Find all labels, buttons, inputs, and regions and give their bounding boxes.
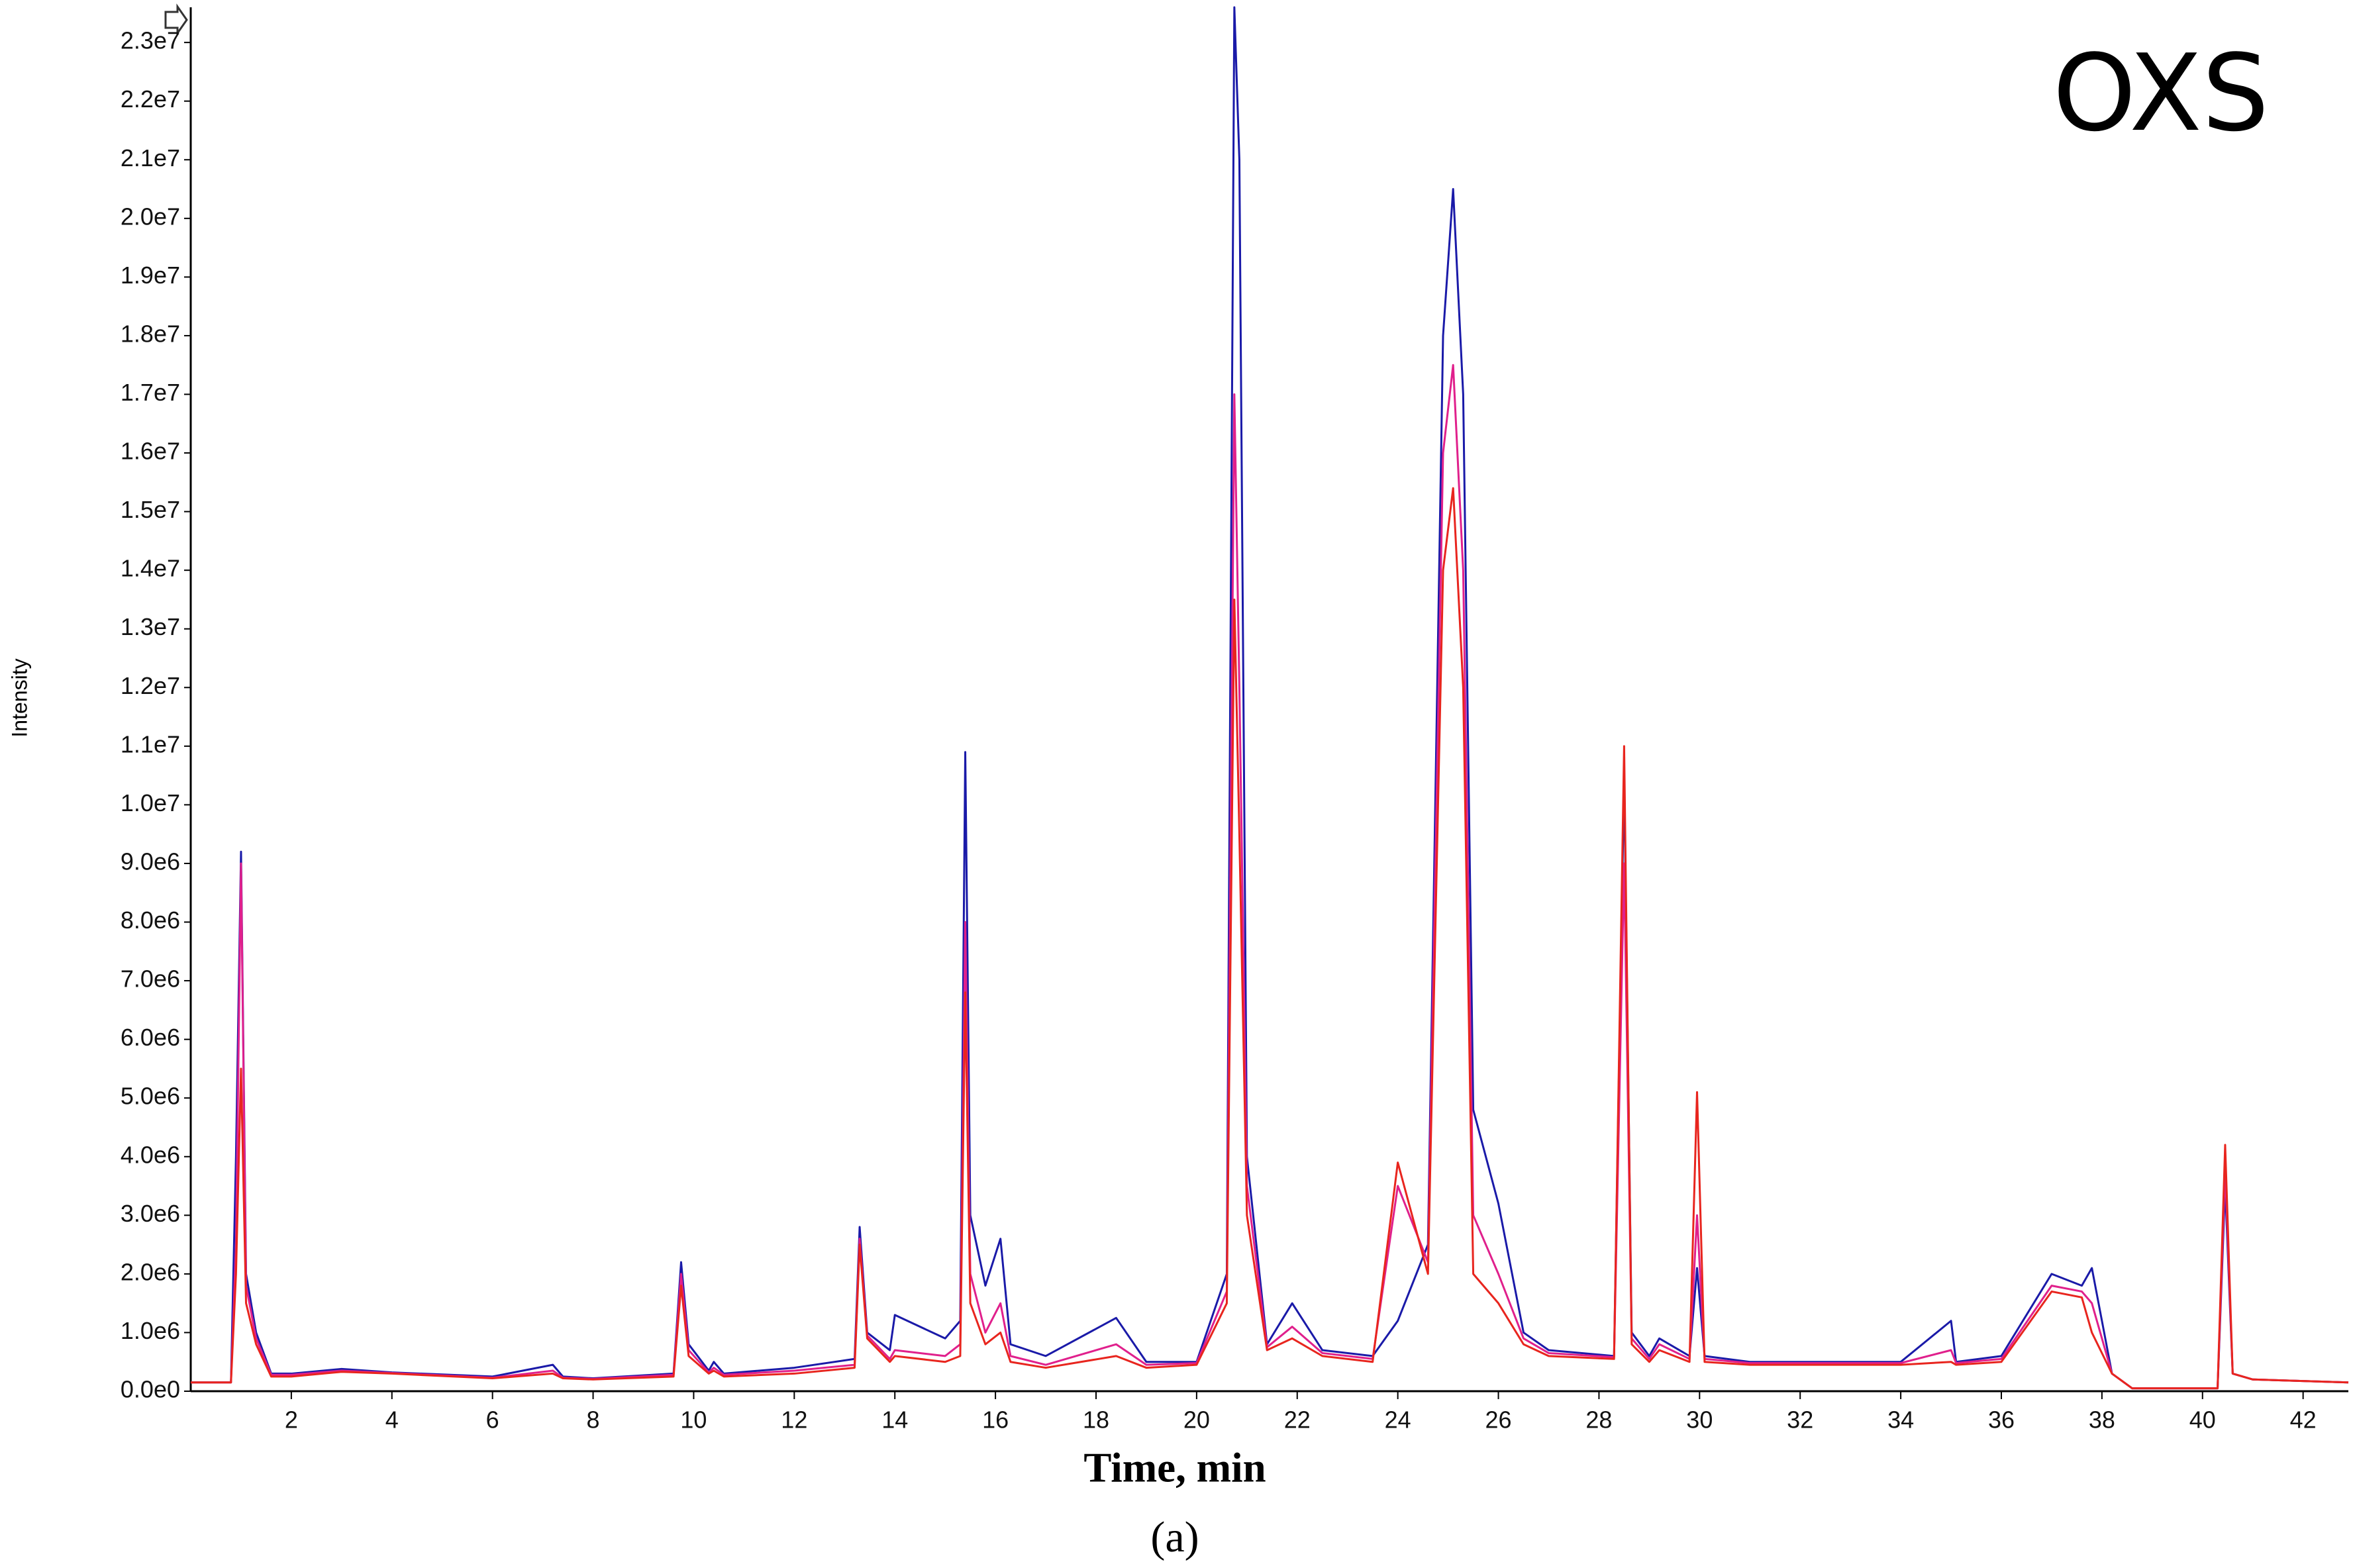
x-tick-label: 34 bbox=[1887, 1406, 1914, 1434]
x-tick-label: 2 bbox=[285, 1406, 298, 1434]
y-tick-label: 1.3e7 bbox=[121, 613, 180, 640]
y-tick-label: 2.1e7 bbox=[121, 144, 180, 172]
y-tick-label: 2.2e7 bbox=[121, 85, 180, 113]
x-tick-label: 10 bbox=[680, 1406, 707, 1434]
y-tick-label: 2.3e7 bbox=[121, 27, 180, 54]
x-tick-label: 40 bbox=[2189, 1406, 2216, 1434]
x-tick-label: 12 bbox=[781, 1406, 807, 1434]
x-tick-label: 22 bbox=[1284, 1406, 1311, 1434]
y-tick-label: 0.0e0 bbox=[121, 1376, 180, 1403]
y-tick-label: 1.2e7 bbox=[121, 672, 180, 699]
y-tick-label: 2.0e7 bbox=[121, 203, 180, 230]
y-tick-label: 5.0e6 bbox=[121, 1083, 180, 1110]
x-tick-label: 36 bbox=[1988, 1406, 2015, 1434]
y-tick-label: 1.4e7 bbox=[121, 555, 180, 582]
x-tick-label: 18 bbox=[1083, 1406, 1109, 1434]
y-tick-label: 1.0e6 bbox=[121, 1317, 180, 1344]
y-tick-label: 9.0e6 bbox=[121, 848, 180, 875]
x-tick-label: 8 bbox=[587, 1406, 600, 1434]
y-axis-label: Intensity bbox=[7, 658, 31, 737]
y-tick-label: 1.8e7 bbox=[121, 320, 180, 347]
x-tick-label: 28 bbox=[1585, 1406, 1612, 1434]
y-tick-label: 1.9e7 bbox=[121, 262, 180, 289]
y-tick-label: 7.0e6 bbox=[121, 965, 180, 993]
y-tick-label: 1.6e7 bbox=[121, 438, 180, 465]
y-tick-label: 1.1e7 bbox=[121, 730, 180, 758]
x-tick-label: 42 bbox=[2290, 1406, 2317, 1434]
y-tick-label: 3.0e6 bbox=[121, 1200, 180, 1227]
y-tick-label: 1.0e7 bbox=[121, 789, 180, 816]
x-tick-label: 20 bbox=[1183, 1406, 1210, 1434]
chart-title: OXS bbox=[2053, 31, 2270, 155]
x-tick-label: 26 bbox=[1485, 1406, 1512, 1434]
x-tick-label: 4 bbox=[385, 1406, 399, 1434]
cursor-icon bbox=[164, 3, 188, 36]
y-tick-label: 6.0e6 bbox=[121, 1024, 180, 1051]
x-tick-label: 24 bbox=[1385, 1406, 1411, 1434]
x-axis-label: Time, min bbox=[1083, 1444, 1266, 1491]
y-tick-label: 1.7e7 bbox=[121, 379, 180, 406]
x-tick-label: 32 bbox=[1787, 1406, 1813, 1434]
x-tick-label: 14 bbox=[881, 1406, 908, 1434]
x-tick-label: 6 bbox=[486, 1406, 499, 1434]
y-tick-label: 1.5e7 bbox=[121, 496, 180, 523]
y-tick-label: 2.0e6 bbox=[121, 1258, 180, 1285]
y-tick-label: 4.0e6 bbox=[121, 1141, 180, 1168]
x-tick-label: 16 bbox=[982, 1406, 1009, 1434]
caption: (a) bbox=[1150, 1513, 1199, 1561]
y-tick-label: 8.0e6 bbox=[121, 906, 180, 934]
x-tick-label: 30 bbox=[1686, 1406, 1713, 1434]
x-tick-label: 38 bbox=[2089, 1406, 2115, 1434]
series-line bbox=[191, 487, 2349, 1390]
